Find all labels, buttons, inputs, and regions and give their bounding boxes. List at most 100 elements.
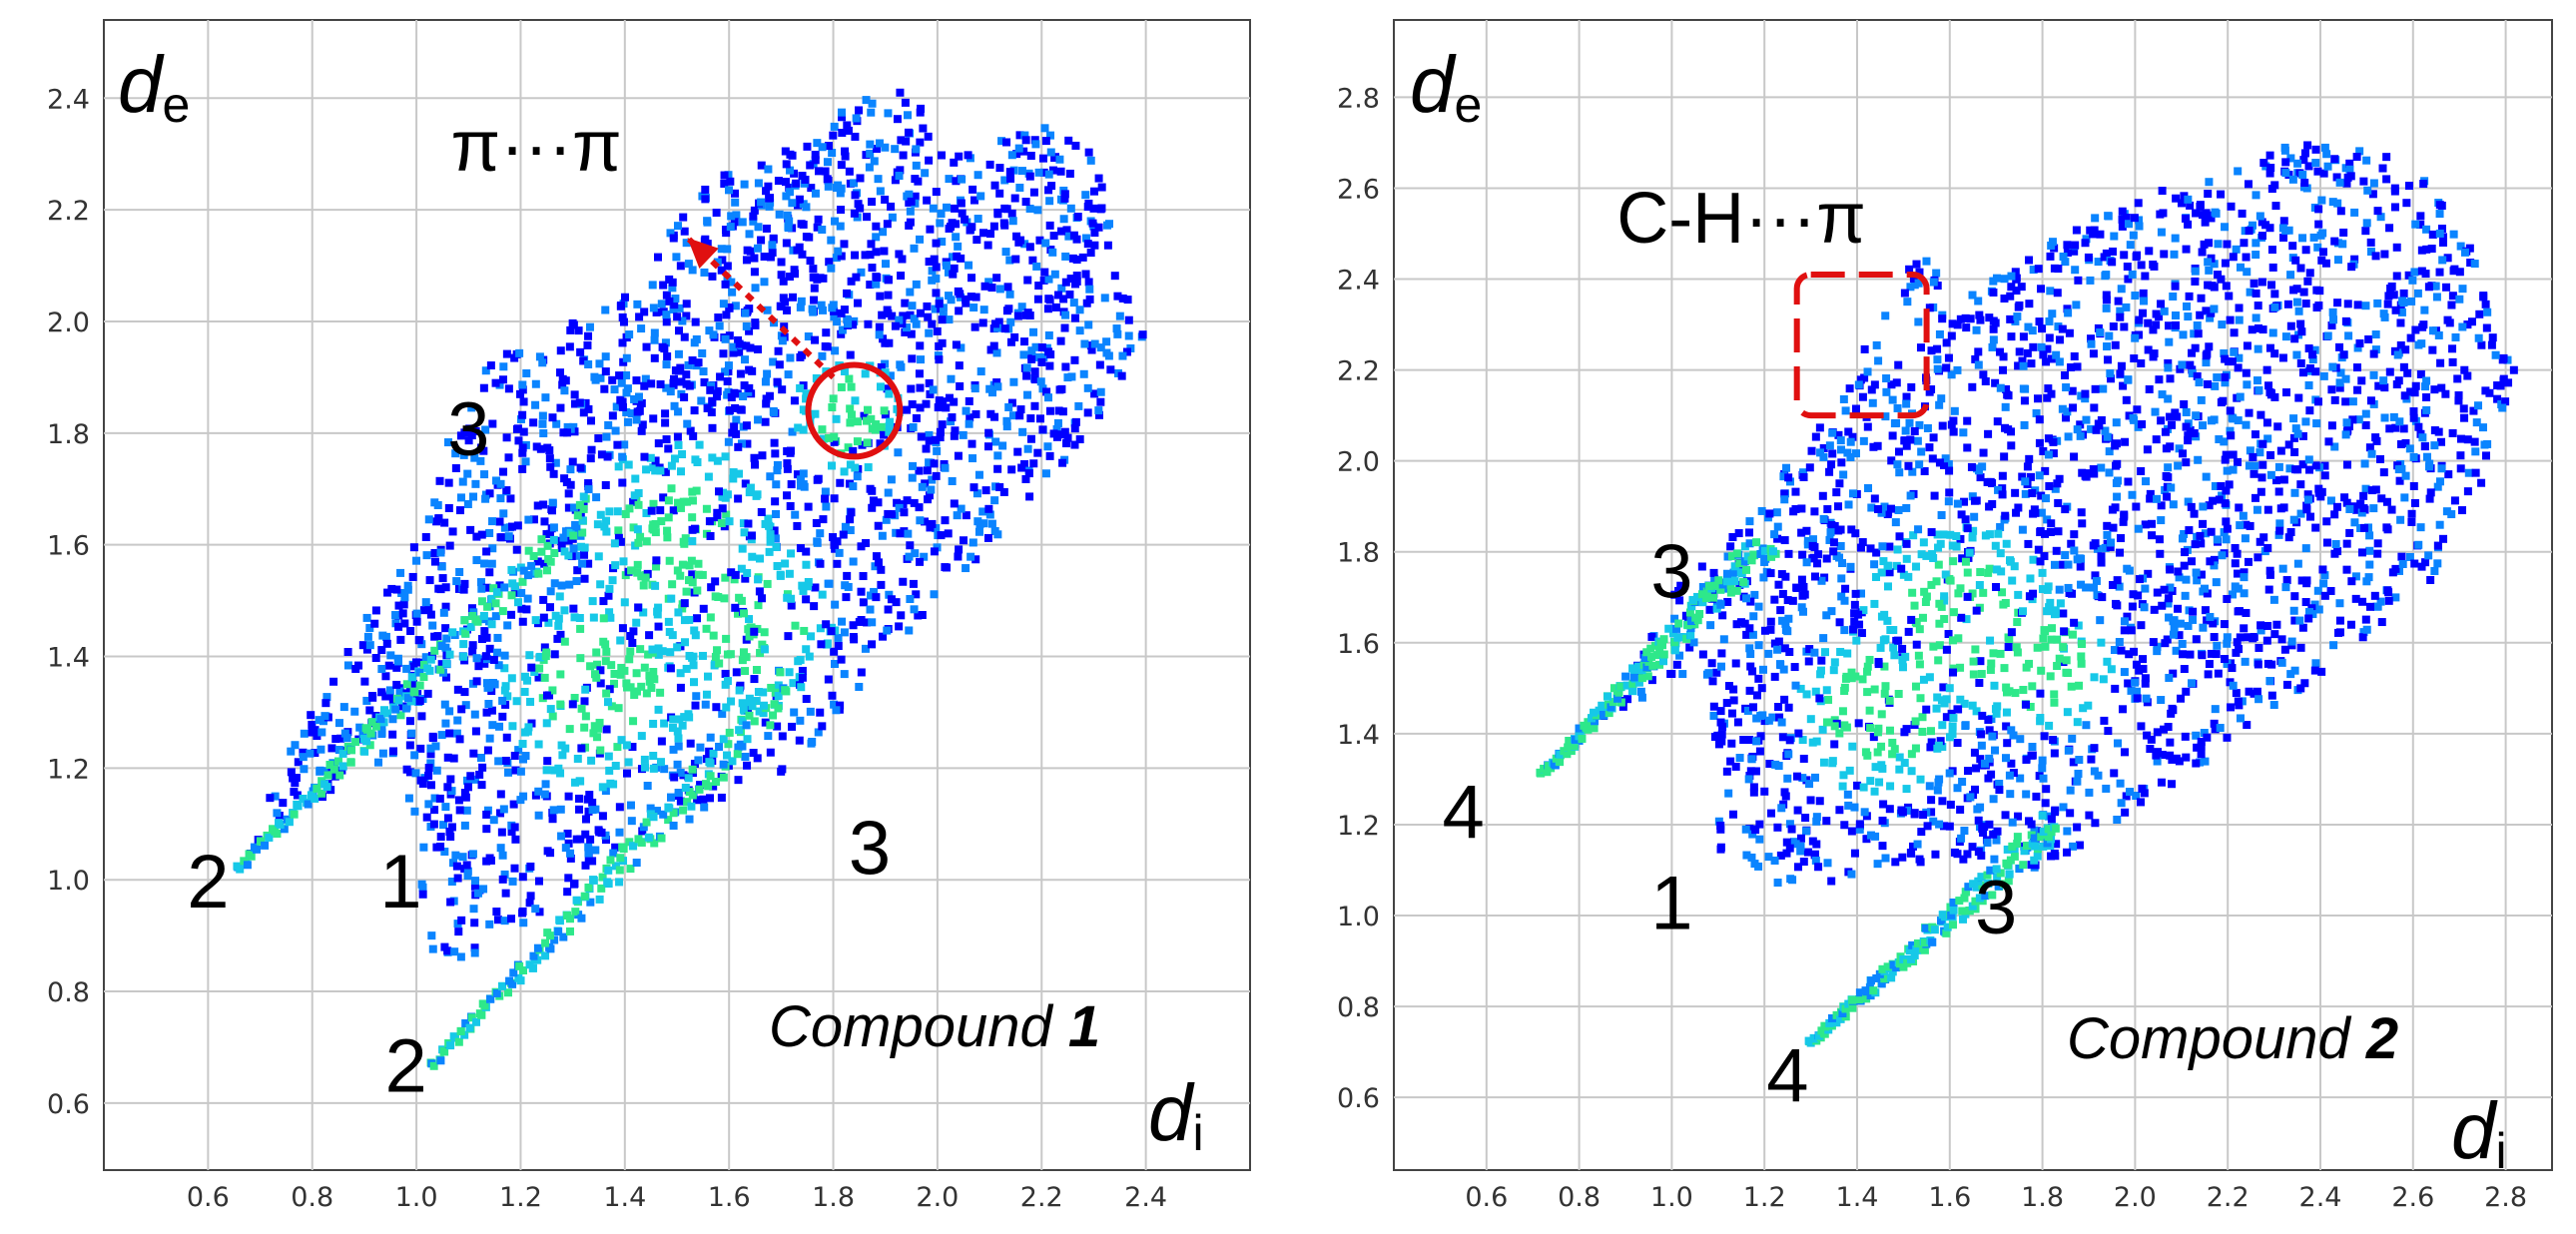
wing-point xyxy=(550,935,559,944)
compound-label: Compound 1 xyxy=(769,994,1100,1059)
wing-point xyxy=(247,852,256,861)
density-point xyxy=(472,677,481,686)
density-point xyxy=(575,398,584,407)
density-point xyxy=(2396,318,2405,327)
density-point xyxy=(970,322,979,331)
density-point xyxy=(2258,439,2267,448)
density-point xyxy=(360,677,369,686)
density-point xyxy=(764,514,773,523)
density-point xyxy=(818,226,827,235)
density-point xyxy=(2124,679,2133,688)
density-point xyxy=(732,211,741,220)
wing-point xyxy=(423,664,432,673)
density-point xyxy=(749,212,758,221)
density-point xyxy=(990,319,999,328)
density-point xyxy=(844,443,853,452)
density-point xyxy=(467,431,476,440)
density-point xyxy=(2111,340,2120,349)
density-point xyxy=(957,504,966,513)
density-point xyxy=(614,526,623,535)
density-point xyxy=(1871,573,1880,582)
density-point xyxy=(618,338,627,347)
density-point xyxy=(1740,619,1749,628)
density-point xyxy=(2121,437,2130,446)
density-point xyxy=(885,422,894,431)
density-point xyxy=(1709,711,1718,720)
density-point xyxy=(581,830,590,839)
density-point xyxy=(2166,565,2175,574)
density-point xyxy=(2238,697,2247,706)
density-point xyxy=(1953,739,1962,748)
density-point xyxy=(787,549,796,558)
density-point xyxy=(2062,656,2071,665)
density-point xyxy=(896,360,905,369)
density-point xyxy=(974,527,983,536)
density-point xyxy=(445,707,454,716)
density-point xyxy=(1927,738,1936,747)
density-point xyxy=(1818,491,1827,500)
density-point xyxy=(1933,530,1942,539)
density-point xyxy=(884,605,893,614)
density-point xyxy=(2304,607,2313,616)
density-point xyxy=(2090,469,2099,478)
density-point xyxy=(718,504,727,513)
density-point xyxy=(2028,489,2037,498)
density-point xyxy=(750,268,759,277)
density-point xyxy=(736,405,745,414)
wing-point xyxy=(419,673,428,682)
density-point xyxy=(905,552,914,561)
density-point xyxy=(947,374,956,383)
density-point xyxy=(387,584,396,593)
density-point xyxy=(527,663,536,672)
wing-point xyxy=(498,607,507,616)
density-point xyxy=(1812,817,1821,826)
density-point xyxy=(837,382,846,391)
wing-point xyxy=(465,1023,474,1032)
density-point xyxy=(2275,526,2284,535)
density-point xyxy=(422,813,431,822)
density-point xyxy=(1885,542,1894,551)
density-point xyxy=(2371,330,2380,339)
density-point xyxy=(840,240,849,249)
density-point xyxy=(778,732,787,741)
density-point xyxy=(2066,786,2075,795)
density-point xyxy=(2184,621,2193,630)
density-point xyxy=(812,518,821,527)
density-point xyxy=(1020,131,1029,140)
density-point xyxy=(928,267,937,276)
density-point xyxy=(535,908,544,917)
density-point xyxy=(715,321,724,330)
density-point xyxy=(986,230,995,239)
density-point xyxy=(725,331,734,340)
density-point xyxy=(979,306,988,314)
density-point xyxy=(381,672,390,681)
density-point xyxy=(916,516,925,525)
density-point xyxy=(2115,582,2124,591)
density-point xyxy=(2126,788,2135,797)
density-point xyxy=(566,480,575,489)
density-point xyxy=(638,420,647,429)
density-point xyxy=(2333,299,2342,308)
density-point xyxy=(765,194,774,203)
wing-point xyxy=(542,566,551,575)
density-point xyxy=(849,482,858,491)
density-point xyxy=(1752,691,1761,700)
density-point xyxy=(861,369,870,378)
density-point xyxy=(815,167,824,176)
density-point xyxy=(846,350,855,359)
density-point xyxy=(1765,759,1774,768)
wing-point xyxy=(396,711,405,720)
wing-point xyxy=(546,931,555,940)
density-point xyxy=(916,308,925,317)
density-point xyxy=(1000,324,1009,333)
density-point xyxy=(518,410,527,419)
density-point xyxy=(634,500,643,509)
density-point xyxy=(472,654,481,663)
density-point xyxy=(1961,515,1970,524)
density-point xyxy=(2236,392,2245,401)
density-point xyxy=(2157,228,2166,237)
density-point xyxy=(1915,855,1924,864)
density-point xyxy=(694,756,703,765)
density-point xyxy=(2181,732,2190,741)
wing-point xyxy=(388,715,397,724)
